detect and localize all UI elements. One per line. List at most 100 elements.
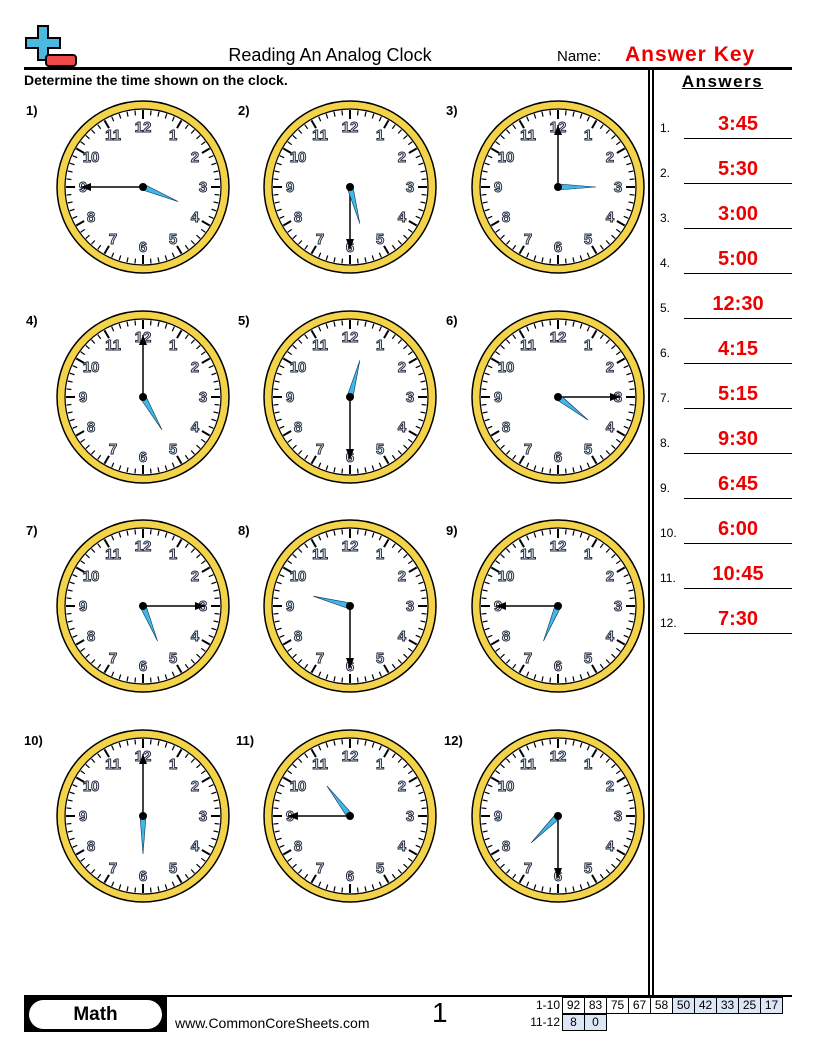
tick-mark	[572, 111, 575, 117]
tick-mark	[75, 147, 85, 154]
tick-mark	[481, 807, 487, 810]
tick-mark	[495, 228, 501, 233]
tick-mark	[184, 124, 189, 130]
tick-mark	[383, 329, 390, 339]
tick-mark	[572, 321, 575, 327]
tick-mark	[75, 430, 85, 437]
tick-mark	[383, 664, 390, 674]
tick-mark	[586, 881, 590, 887]
clock-numeral: 5	[376, 441, 384, 458]
answer-number: 7.	[660, 391, 671, 405]
tick-mark	[157, 257, 160, 263]
tick-mark	[85, 345, 90, 350]
clock-numeral: 1	[169, 756, 177, 773]
tick-mark	[487, 215, 493, 219]
tick-mark	[371, 742, 375, 748]
tick-mark	[364, 111, 367, 117]
clock-numeral: 4	[398, 628, 407, 645]
tick-mark	[91, 240, 96, 245]
tick-mark	[126, 530, 129, 536]
tick-mark	[378, 671, 382, 677]
score-cell: 75	[606, 997, 629, 1014]
clock-numeral: 9	[286, 598, 294, 615]
tick-mark	[611, 863, 616, 868]
tick-mark	[333, 740, 336, 746]
minute-hand-arrow	[195, 602, 205, 610]
tick-mark	[279, 634, 285, 638]
tick-mark	[333, 886, 336, 892]
tick-mark	[605, 450, 610, 455]
tick-mark	[118, 465, 122, 471]
tick-mark	[391, 753, 396, 759]
tick-mark	[541, 257, 544, 263]
tick-mark	[85, 863, 90, 868]
tick-mark	[273, 388, 279, 391]
tick-mark	[615, 857, 621, 862]
clock-numeral: 2	[398, 359, 406, 376]
tick-mark	[67, 201, 73, 204]
problem-number: 11)	[236, 733, 255, 748]
tick-mark	[500, 863, 505, 868]
tick-mark	[80, 228, 86, 233]
clock-numeral: 5	[169, 441, 177, 458]
tick-mark	[279, 784, 285, 788]
tick-mark	[623, 634, 629, 638]
score-cell: 83	[584, 997, 607, 1014]
tick-mark	[495, 647, 501, 652]
tick-mark	[541, 886, 544, 892]
tick-mark	[310, 874, 317, 884]
tick-mark	[274, 589, 280, 592]
tick-mark	[282, 849, 292, 856]
tick-mark	[304, 244, 309, 250]
tick-mark	[420, 201, 426, 204]
tick-mark	[69, 791, 75, 795]
tick-mark	[356, 468, 359, 474]
tick-mark	[214, 612, 220, 615]
clock-numeral: 1	[376, 546, 384, 563]
clock-numeral: 4	[191, 209, 200, 226]
clock-center	[554, 183, 562, 191]
answer-row: 9. 6:45	[660, 459, 792, 499]
tick-mark	[403, 234, 408, 239]
tick-mark	[356, 677, 359, 683]
tick-mark	[274, 799, 280, 802]
tick-mark	[586, 671, 590, 677]
tick-mark	[397, 548, 402, 553]
clock-numeral: 6	[554, 449, 562, 466]
tick-mark	[591, 329, 598, 339]
tick-mark	[629, 597, 635, 600]
tick-mark	[629, 807, 635, 810]
tick-mark	[605, 758, 610, 763]
score-cell: 50	[672, 997, 695, 1014]
tick-mark	[196, 135, 201, 140]
answer-number: 4.	[660, 256, 671, 270]
tick-mark	[279, 215, 285, 219]
tick-mark	[599, 334, 604, 340]
clock-numeral: 11	[520, 546, 536, 563]
tick-mark	[103, 119, 110, 129]
tick-mark	[591, 455, 598, 465]
tick-mark	[533, 532, 537, 538]
tick-mark	[276, 372, 282, 376]
tick-mark	[318, 671, 322, 677]
tick-mark	[407, 770, 413, 775]
tick-mark	[371, 532, 375, 538]
tick-mark	[481, 403, 487, 406]
tick-mark	[325, 465, 329, 471]
minute-hand-arrow	[288, 812, 298, 820]
tick-mark	[421, 403, 427, 406]
tick-mark	[75, 849, 85, 856]
clock-numeral: 9	[494, 179, 502, 196]
tick-mark	[506, 339, 511, 344]
clock-numeral: 7	[109, 441, 117, 458]
tick-mark	[495, 438, 501, 443]
tick-mark	[599, 873, 604, 879]
tick-mark	[196, 863, 201, 868]
tick-mark	[484, 162, 490, 166]
tick-mark	[611, 135, 616, 140]
tick-mark	[103, 538, 110, 548]
clock-numeral: 2	[398, 149, 406, 166]
tick-mark	[391, 454, 396, 460]
answer-number: 10.	[660, 526, 677, 540]
